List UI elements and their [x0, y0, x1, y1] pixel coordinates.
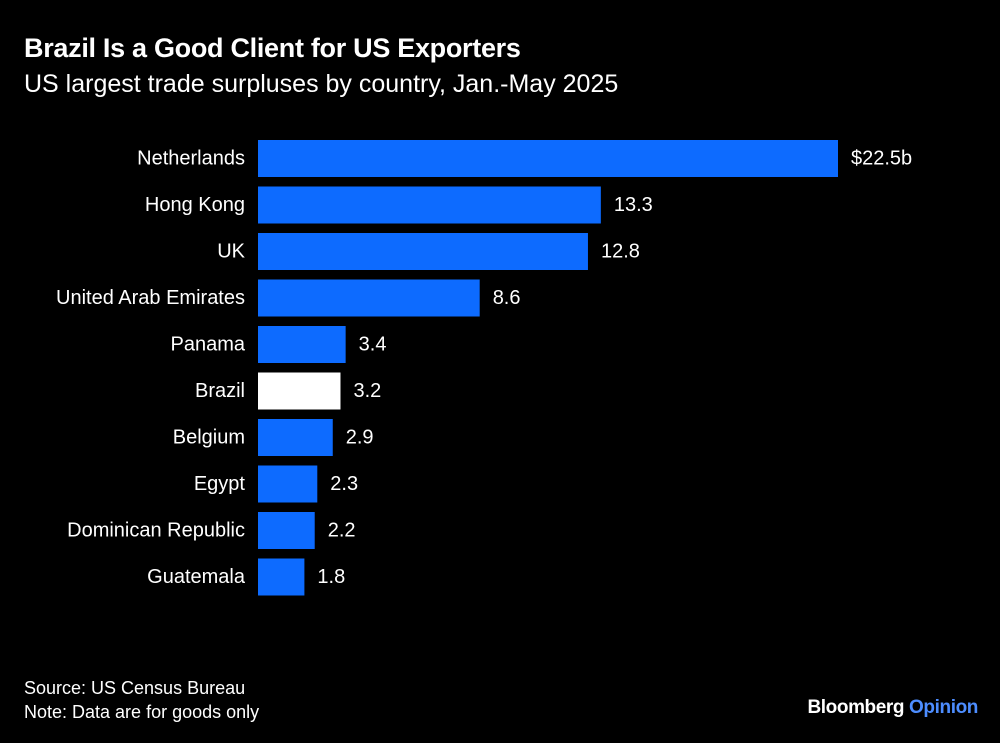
category-label-egypt: Egypt: [194, 473, 246, 495]
bar-panama: [258, 326, 346, 363]
category-label-hong-kong: Hong Kong: [145, 194, 245, 216]
bar-hong-kong: [258, 186, 601, 224]
value-label-united-arab-emirates: 8.6: [493, 287, 521, 309]
bloomberg-opinion-logo: Bloomberg Opinion: [807, 697, 978, 719]
value-label-guatemala: 1.8: [317, 566, 345, 588]
value-label-egypt: 2.3: [330, 473, 358, 495]
category-label-panama: Panama: [171, 334, 246, 356]
value-label-panama: 3.4: [359, 334, 387, 356]
bar-netherlands: [258, 140, 838, 177]
chart-title: Brazil Is a Good Client for US Exporters: [24, 33, 521, 63]
source-note: Source: US Census Bureau: [24, 678, 246, 698]
category-label-belgium: Belgium: [173, 427, 245, 449]
bar-united-arab-emirates: [258, 279, 480, 317]
value-label-belgium: 2.9: [346, 427, 374, 449]
bar-belgium: [258, 419, 333, 456]
bar-guatemala: [258, 558, 305, 596]
value-label-uk: 12.8: [601, 241, 640, 263]
value-label-hong-kong: 13.3: [614, 194, 653, 216]
category-label-netherlands: Netherlands: [137, 148, 245, 170]
chart-subtitle: US largest trade surpluses by country, J…: [24, 70, 619, 98]
category-label-brazil: Brazil: [195, 380, 245, 402]
data-note: Note: Data are for goods only: [24, 702, 260, 722]
category-label-dominican-republic: Dominican Republic: [67, 520, 245, 542]
category-label-united-arab-emirates: United Arab Emirates: [56, 287, 245, 309]
brand-bloomberg: Bloomberg: [807, 697, 905, 718]
value-label-netherlands: $22.5b: [851, 148, 912, 170]
bar-dominican-republic: [258, 512, 315, 549]
category-label-uk: UK: [217, 241, 245, 263]
value-label-dominican-republic: 2.2: [328, 520, 356, 542]
bar-brazil: [258, 372, 341, 410]
bar-egypt: [258, 465, 318, 503]
brand-opinion: Opinion: [909, 697, 978, 718]
bar-uk: [258, 233, 588, 270]
value-label-brazil: 3.2: [353, 380, 381, 402]
category-label-guatemala: Guatemala: [147, 566, 246, 588]
